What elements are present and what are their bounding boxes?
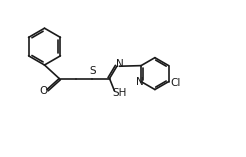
Text: S: S: [89, 66, 96, 76]
Text: N: N: [136, 77, 144, 87]
Text: N: N: [116, 59, 124, 69]
Text: O: O: [39, 86, 47, 96]
Text: Cl: Cl: [170, 78, 181, 88]
Text: SH: SH: [113, 88, 127, 98]
